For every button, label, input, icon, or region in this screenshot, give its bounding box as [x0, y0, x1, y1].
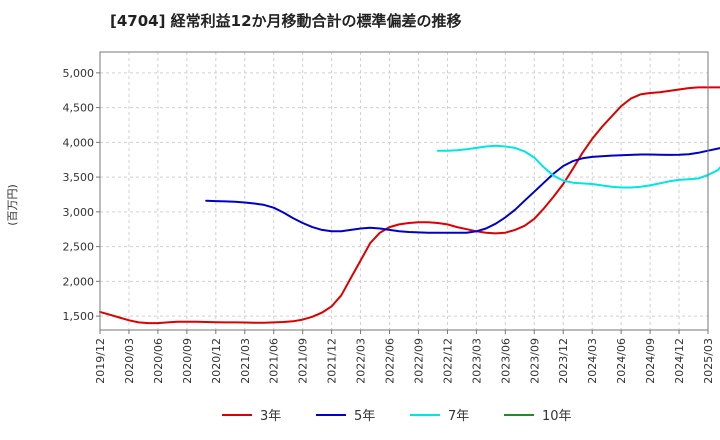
- series-lines: [99, 86, 720, 325]
- y-tick-label: 1,500: [63, 310, 95, 323]
- x-tick-label: 2023/12: [557, 338, 570, 384]
- legend-label: 3年: [260, 409, 281, 424]
- x-tick-label: 2023/09: [528, 338, 541, 384]
- y-axis-label: (百万円): [6, 184, 19, 226]
- legend-label: 10年: [542, 409, 572, 424]
- y-tick-label: 2,000: [63, 275, 95, 288]
- series-line-7年: [436, 144, 720, 189]
- plot-frame: [99, 51, 709, 331]
- series-line-5年: [205, 147, 720, 234]
- x-tick-label: 2020/12: [210, 338, 223, 384]
- x-tick-label: 2022/09: [412, 338, 425, 384]
- y-tick-label: 3,500: [63, 171, 95, 184]
- y-tick-label: 3,000: [63, 206, 95, 219]
- x-tick-label: 2024/03: [586, 338, 599, 384]
- x-tick-label: 2023/03: [470, 338, 483, 384]
- legend: 3年 5年 7年 10年: [222, 409, 572, 424]
- y-tick-label: 4,500: [63, 102, 95, 115]
- x-tick-label: 2021/09: [297, 338, 310, 384]
- x-tick-label: 2024/06: [615, 338, 628, 384]
- x-tick-label: 2019/12: [94, 338, 107, 384]
- x-tick-label: 2021/03: [239, 338, 252, 384]
- chart-title: [4704] 経常利益12か月移動合計の標準偏差の推移: [110, 12, 462, 30]
- series-line-3年: [99, 86, 720, 325]
- legend-label: 7年: [448, 409, 469, 424]
- x-tick-label: 2023/06: [499, 338, 512, 384]
- x-tick-label: 2021/12: [326, 338, 339, 384]
- x-tick-label: 2022/06: [384, 338, 397, 384]
- x-tick-label: 2022/12: [441, 338, 454, 384]
- y-tick-label: 2,500: [63, 241, 95, 254]
- x-tick-label: 2021/06: [268, 338, 281, 384]
- legend-label: 5年: [354, 409, 375, 424]
- y-tick-label: 5,000: [63, 67, 95, 80]
- x-tick-label: 2022/03: [355, 338, 368, 384]
- y-axis-ticks: 1,500 2,000 2,500 3,000 3,500 4,000 4,500 5,000: [63, 67, 100, 323]
- x-axis-ticks: 2019/12 2020/03 2020/06 2020/09 2020/12 2021/…: [94, 330, 715, 384]
- x-tick-label: 2020/09: [181, 338, 194, 384]
- y-tick-label: 4,000: [63, 136, 95, 149]
- grid: [99, 52, 709, 330]
- x-tick-label: 2024/12: [673, 338, 686, 384]
- x-tick-label: 2020/06: [152, 338, 165, 384]
- x-tick-label: 2020/03: [123, 338, 136, 384]
- x-tick-label: 2024/09: [644, 338, 657, 384]
- x-tick-label: 2025/03: [702, 338, 715, 384]
